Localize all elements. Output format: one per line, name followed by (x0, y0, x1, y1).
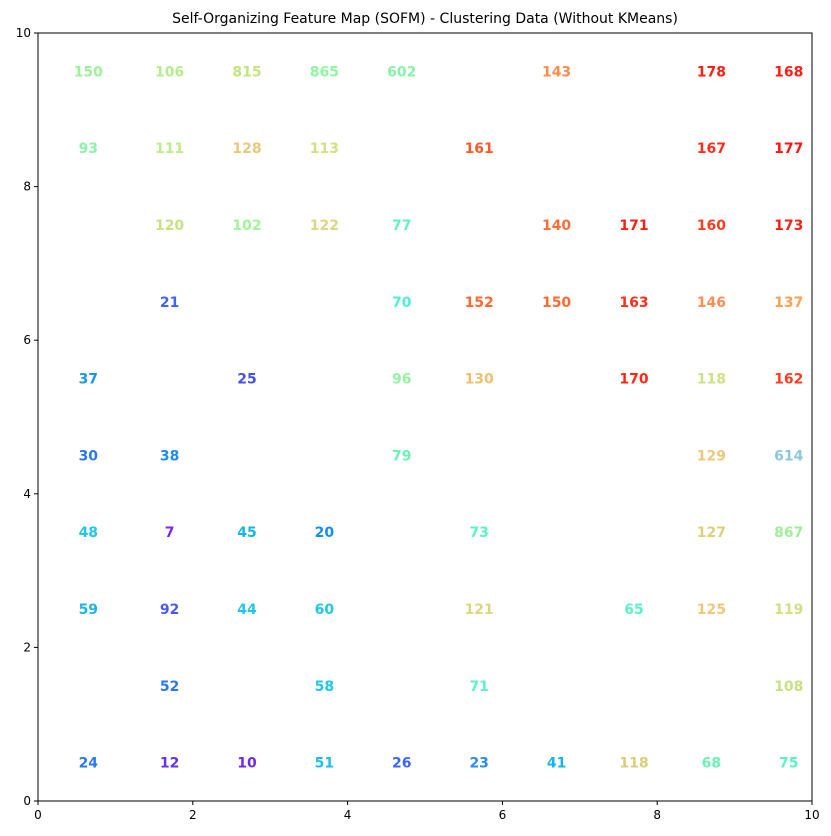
y-tick-label: 8 (23, 180, 31, 194)
data-point-label: 79 (392, 448, 411, 464)
data-point-label: 150 (74, 64, 103, 80)
data-point-label: 44 (237, 602, 257, 618)
data-point-label: 178 (697, 64, 726, 80)
data-point-label: 815 (232, 64, 261, 80)
data-point-label: 120 (155, 218, 184, 234)
data-point-label: 167 (697, 141, 726, 157)
y-tick-label: 10 (16, 26, 31, 40)
data-point-label: 160 (697, 218, 726, 234)
data-point-label: 73 (469, 525, 488, 541)
data-point-label: 150 (542, 295, 571, 311)
data-point-label: 59 (79, 602, 98, 618)
x-tick-label: 4 (344, 808, 352, 822)
data-point-label: 51 (315, 756, 334, 772)
data-point-label: 92 (160, 602, 179, 618)
x-tick-label: 0 (34, 808, 42, 822)
data-point-label: 865 (310, 64, 339, 80)
data-point-label: 113 (310, 141, 339, 157)
data-point-label: 30 (79, 448, 99, 464)
data-point-label: 38 (160, 448, 179, 464)
data-point-label: 37 (79, 372, 98, 388)
data-point-label: 602 (387, 64, 416, 80)
data-point-label: 168 (774, 64, 803, 80)
data-point-label: 130 (465, 372, 494, 388)
data-point-label: 867 (774, 525, 803, 541)
data-point-label: 12 (160, 756, 179, 772)
x-tick-label: 2 (189, 808, 197, 822)
data-point-label: 106 (155, 64, 184, 80)
data-point-label: 70 (392, 295, 412, 311)
data-point-label: 96 (392, 372, 411, 388)
data-point-label: 162 (774, 372, 803, 388)
x-tick-label: 8 (653, 808, 661, 822)
data-point-label: 161 (465, 141, 494, 157)
x-tick-label: 10 (804, 808, 819, 822)
data-point-label: 121 (465, 602, 494, 618)
y-tick-label: 4 (23, 487, 31, 501)
data-point-label: 163 (619, 295, 648, 311)
data-point-label: 102 (232, 218, 261, 234)
data-point-label: 60 (315, 602, 335, 618)
data-point-label: 93 (79, 141, 98, 157)
data-point-label: 10 (237, 756, 257, 772)
data-point-label: 614 (774, 448, 803, 464)
data-point-label: 146 (697, 295, 726, 311)
y-tick-label: 6 (23, 333, 31, 347)
y-tick-label: 2 (23, 640, 31, 654)
data-point-label: 140 (542, 218, 571, 234)
data-point-label: 52 (160, 679, 179, 695)
data-point-label: 68 (702, 756, 721, 772)
data-point-label: 58 (315, 679, 334, 695)
data-point-label: 108 (774, 679, 803, 695)
data-point-label: 128 (232, 141, 261, 157)
data-point-label: 152 (465, 295, 494, 311)
data-point-label: 21 (160, 295, 179, 311)
data-point-label: 122 (310, 218, 339, 234)
data-point-label: 177 (774, 141, 803, 157)
y-tick-label: 0 (23, 794, 31, 808)
data-point-label: 41 (547, 756, 566, 772)
data-point-label: 129 (697, 448, 726, 464)
data-points: 150 106 815 865 602 143 178 168 93 111 128 113 161 16… (74, 64, 804, 771)
data-point-label: 111 (155, 141, 184, 157)
data-point-label: 173 (774, 218, 803, 234)
data-point-label: 77 (392, 218, 411, 234)
chart-title: Self-Organizing Feature Map (SOFM) - Clu… (172, 11, 678, 27)
x-tick-label: 6 (499, 808, 507, 822)
data-point-label: 20 (315, 525, 335, 541)
data-point-label: 170 (619, 372, 648, 388)
data-point-label: 23 (469, 756, 488, 772)
data-point-label: 26 (392, 756, 411, 772)
data-point-label: 71 (469, 679, 488, 695)
data-point-label: 7 (165, 525, 175, 541)
data-point-label: 24 (79, 756, 99, 772)
data-point-label: 48 (79, 525, 98, 541)
data-point-label: 65 (624, 602, 643, 618)
data-point-label: 137 (774, 295, 803, 311)
data-point-label: 143 (542, 64, 571, 80)
data-point-label: 118 (619, 756, 648, 772)
data-point-label: 118 (697, 372, 726, 388)
plot-area (37, 32, 813, 802)
data-point-label: 127 (697, 525, 726, 541)
data-point-label: 171 (619, 218, 648, 234)
data-point-label: 75 (779, 756, 798, 772)
data-point-label: 125 (697, 602, 726, 618)
data-point-label: 25 (237, 372, 256, 388)
data-point-label: 119 (774, 602, 803, 618)
data-point-label: 45 (237, 525, 256, 541)
